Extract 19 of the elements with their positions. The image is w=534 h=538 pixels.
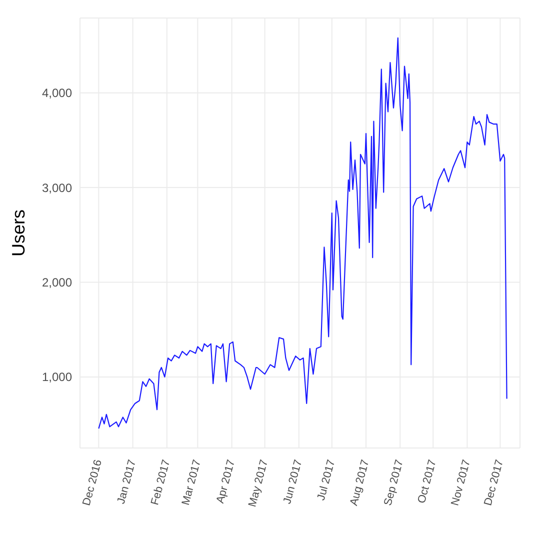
x-tick-label: Jul 2017	[315, 458, 338, 502]
x-tick-label: Nov 2017	[449, 458, 473, 508]
x-tick-label: Apr 2017	[214, 458, 238, 505]
x-tick-label: Dec 2017	[482, 458, 506, 508]
y-axis-title: Users	[8, 209, 28, 257]
y-tick-label: 3,000	[42, 180, 72, 195]
x-tick-label: Feb 2017	[149, 458, 173, 506]
y-tick-label: 2,000	[42, 276, 72, 290]
y-tick-label: 4,000	[42, 86, 72, 100]
x-tick-label: Oct 2017	[416, 458, 439, 505]
x-tick-label: Jun 2017	[281, 458, 305, 506]
x-tick-label: Mar 2017	[180, 458, 204, 506]
x-tick-label: May 2017	[246, 458, 271, 508]
x-tick-label: Sep 2017	[382, 458, 406, 508]
y-tick-label: 1,000	[42, 370, 72, 384]
x-tick-label: Jan 2017	[115, 458, 139, 506]
x-tick-label: Aug 2017	[348, 458, 372, 508]
line-series	[98, 37, 508, 430]
x-tick-label: Dec 2016	[80, 458, 104, 508]
